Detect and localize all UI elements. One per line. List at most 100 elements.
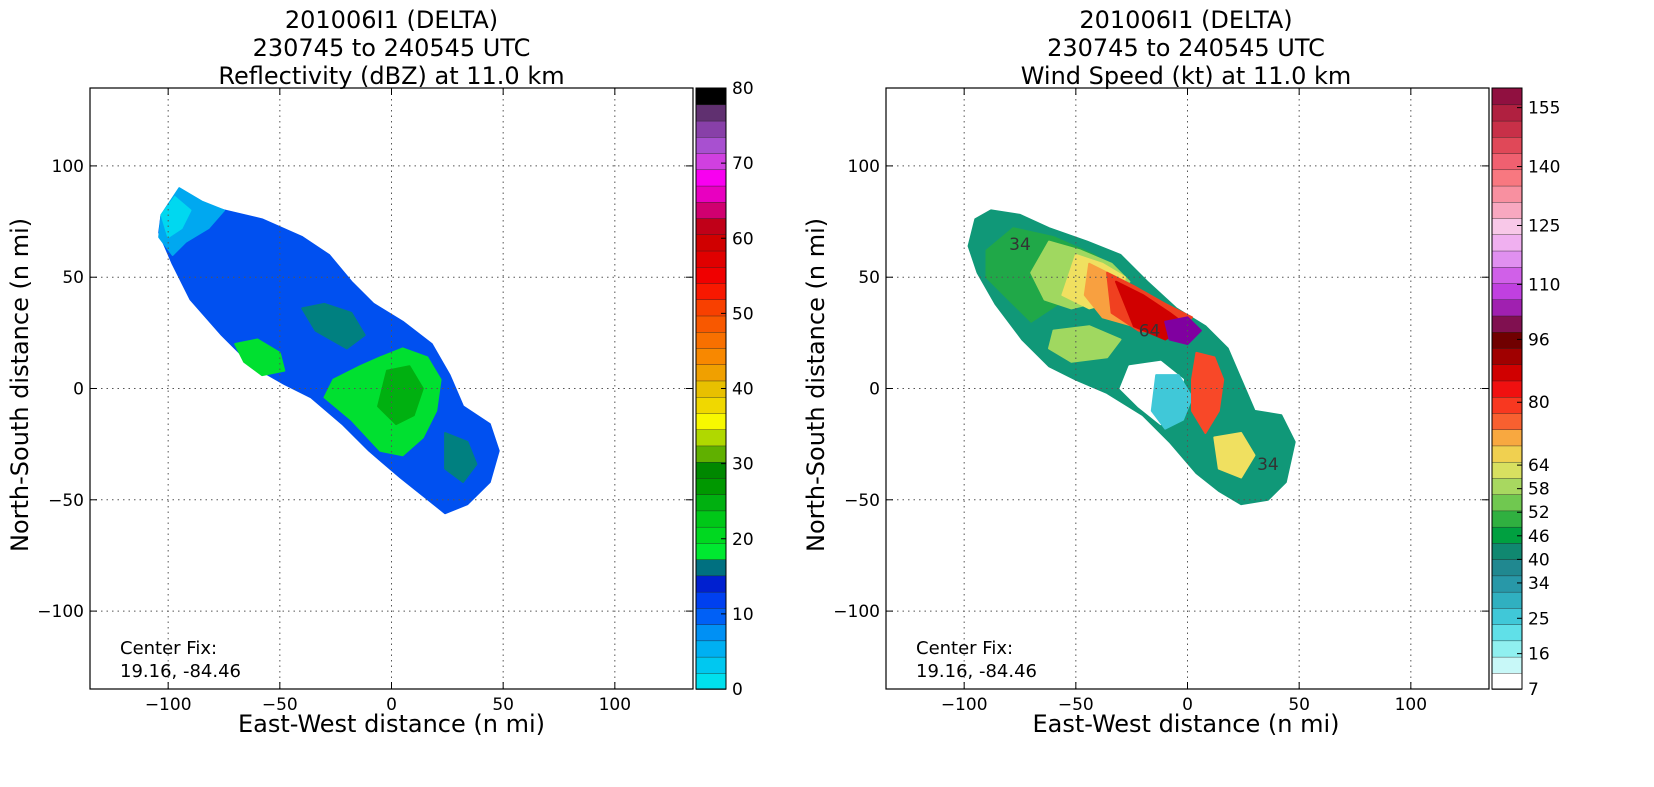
colorbar-bin [695,526,727,544]
x-tick-label: −50 [262,695,298,715]
colorbar-bin [1491,656,1523,674]
colorbar-bin [1491,607,1523,625]
y-axis-label: North-South distance (n mi) [6,217,34,552]
colorbar-tick-label: 110 [1528,275,1560,295]
field-region [444,432,478,483]
title-line: Reflectivity (dBZ) at 11.0 km [218,62,565,90]
title-line: Wind Speed (kt) at 11.0 km [1020,62,1352,90]
center-fix-label: Center Fix: [916,638,1014,659]
contour-label: 34 [1257,455,1279,475]
y-tick-label: −100 [833,602,880,622]
colorbar-tick-label: 20 [732,530,754,550]
axis-ticks: −100 −50 0 50 100 −100 −50 0 50 100 [37,88,693,715]
x-tick-label: 100 [599,695,631,715]
colorbar-tick-label: 10 [732,605,754,625]
colorbar-bin [1491,282,1523,300]
field-region [1213,432,1256,479]
x-tick-label: 100 [1395,695,1427,715]
axis-ticks: −100 −50 0 50 100 −100 −50 0 50 100 [833,88,1489,715]
colorbar-bin [1491,526,1523,544]
colorbar-bin [1491,510,1523,528]
colorbar-tick-label: 60 [732,229,754,249]
center-fix-label: Center Fix: [120,638,218,659]
colorbar-bin [1491,380,1523,398]
colorbar-tick-label: 25 [1528,609,1550,629]
colorbar-bin [695,363,727,382]
colorbar-bin [1491,250,1523,268]
colorbar-bin [695,640,727,658]
y-tick-label: −50 [48,491,84,511]
colorbar-bin [695,266,727,284]
colorbar-tick-label: 80 [1528,393,1550,413]
title-line: 201006I1 (DELTA) [1079,6,1293,34]
colorbar-bin [695,282,727,300]
colorbar-bin [695,233,727,252]
colorbar-bin [1491,298,1523,317]
colorbar-tick-label: 52 [1528,503,1550,523]
colorbar-bin [695,136,727,154]
colorbar-bin [695,428,727,447]
x-axis-label: East-West distance (n mi) [1032,710,1340,738]
colorbar-bin [1491,347,1523,365]
colorbar-bin [1491,493,1523,512]
colorbar-tick-label: 80 [732,79,754,99]
colorbar-tick-label: 40 [732,380,754,400]
colorbar-bin [1491,412,1523,430]
y-tick-label: 100 [52,157,84,177]
colorbar-tick-label: 140 [1528,158,1560,178]
colorbar-tick-label: 30 [732,455,754,475]
chart-title: 201006I1 (DELTA) 230745 to 240545 UTC Wi… [885,6,1487,90]
colorbar-bin [1491,542,1523,560]
colorbar-bin [695,412,727,430]
colorbar-bin [1491,87,1523,106]
colorbar-bin [1491,169,1523,187]
colorbar-tick-label: 96 [1528,330,1550,350]
contour-label: 34 [1009,235,1031,255]
y-tick-label: −100 [37,602,84,622]
y-axis-label: North-South distance (n mi) [802,217,830,552]
field-region [1048,325,1122,363]
reflectivity-panel: 201006I1 (DELTA) 230745 to 240545 UTC Re… [6,6,754,738]
colorbar-bin [1491,315,1523,333]
x-axis-label: East-West distance (n mi) [237,710,546,738]
x-tick-label: 0 [386,695,397,715]
contour-label: 64 [1139,322,1161,342]
colorbar-bin [1491,104,1523,122]
y-tick-label: −50 [844,491,880,511]
title-line: 230745 to 240545 UTC [252,34,531,62]
data-field [967,209,1296,506]
colorbar-bin [1491,623,1523,642]
colorbar-bin [695,185,727,203]
colorbar-tick-label: 58 [1528,480,1550,500]
colorbar-bin [1491,331,1523,349]
y-tick-label: 50 [858,268,880,288]
colorbar-bin [1491,120,1523,138]
colorbar-tick-label: 50 [732,304,754,324]
x-tick-label: −100 [941,695,988,715]
y-tick-label: 100 [848,157,880,177]
colorbar-bin [695,656,727,674]
colorbar-bin [1491,461,1523,479]
colorbar-bin [1491,152,1523,171]
colorbar-tick-label: 64 [1528,456,1550,476]
colorbar-bin [1491,672,1523,690]
colorbar-bin [695,542,727,560]
colorbar-bin [695,315,727,333]
colorbar-bin [1491,558,1523,577]
colorbar-bin [1491,136,1523,154]
colorbar: 7 16 25 34 40 46 52 58 64 80 96 110 125 140 155 [1491,87,1560,700]
field-region [1191,351,1225,434]
x-tick-label: 0 [1182,695,1193,715]
colorbar-tick-label: 155 [1528,99,1560,119]
colorbar-bin [1491,217,1523,235]
colorbar-bin [695,558,727,577]
colorbar-bin [695,591,727,609]
colorbar-tick-label: 0 [732,680,743,700]
colorbar-bin [695,217,727,235]
field-region [1164,316,1202,345]
colorbar-tick-label: 34 [1528,574,1550,594]
colorbar-bin [1491,185,1523,203]
data-field [158,187,500,515]
center-fix-annotation: Center Fix: 19.16, -84.46 [120,637,241,683]
colorbar-bin [1491,201,1523,219]
